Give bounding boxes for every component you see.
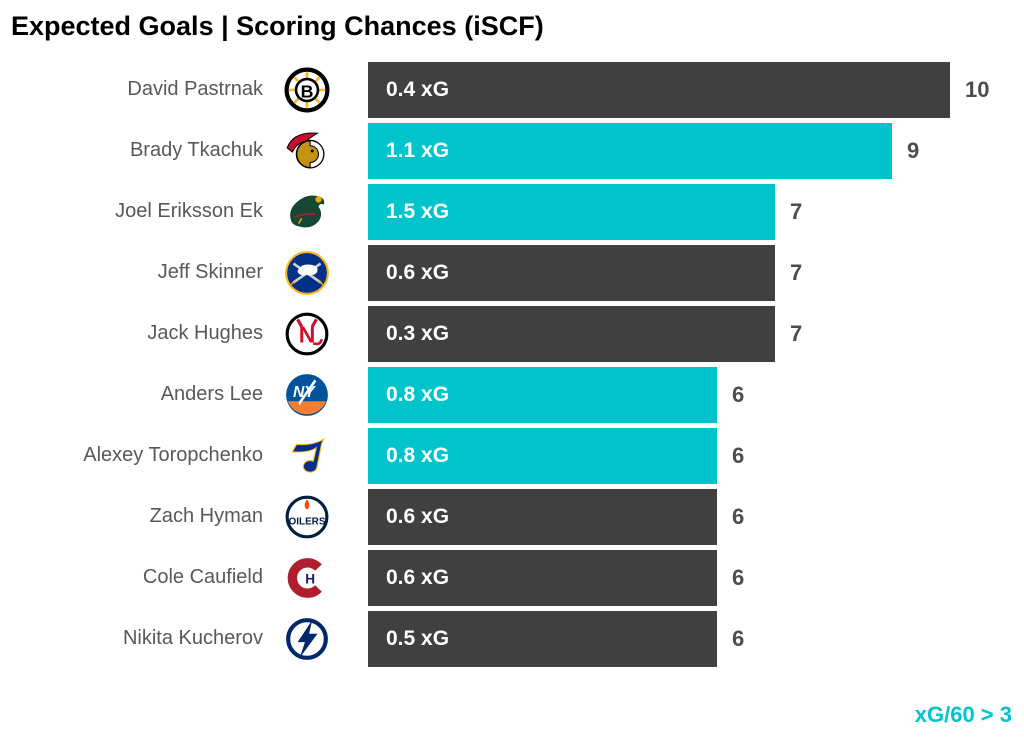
player-row: Alexey Toropchenko 0.8 xG 6 — [0, 425, 1024, 486]
xg-value-label: 0.6 xG — [386, 565, 450, 589]
xg-bar: 0.6 xG — [368, 549, 717, 606]
xg-bar: 0.8 xG — [368, 366, 717, 423]
oilers-logo-icon: OILERS — [283, 493, 331, 541]
player-name: Zach Hyman — [149, 505, 263, 527]
xg-value-label: 0.6 xG — [386, 504, 450, 528]
iscf-count: 6 — [732, 564, 745, 590]
iscf-count: 6 — [732, 442, 745, 468]
player-row: Brady Tkachuk 1.1 xG 9 — [0, 120, 1024, 181]
chart-title: Expected Goals | Scoring Chances (iSCF) — [11, 11, 544, 41]
devils-logo-icon: N — [283, 310, 331, 358]
player-name: Nikita Kucherov — [122, 627, 263, 649]
xg-value-label: 0.5 xG — [386, 626, 450, 650]
xg-bar: 0.8 xG — [368, 427, 717, 484]
svg-text:NY: NY — [293, 384, 316, 401]
wild-logo-icon — [283, 188, 331, 236]
player-name: Joel Eriksson Ek — [115, 200, 263, 222]
player-name: David Pastrnak — [127, 78, 263, 100]
xg-bar: 0.4 xG — [368, 61, 950, 118]
player-name: Jeff Skinner — [157, 261, 263, 283]
player-row: Anders Lee NY 0.8 xG 6 — [0, 364, 1024, 425]
islanders-logo-icon: NY — [283, 371, 331, 419]
iscf-count: 6 — [732, 625, 745, 651]
svg-text:OILERS: OILERS — [289, 516, 326, 527]
iscf-count: 6 — [732, 503, 745, 529]
player-row: Jeff Skinner 0.6 xG 7 — [0, 242, 1024, 303]
player-row: Cole Caufield H 0.6 xG 6 — [0, 547, 1024, 608]
iscf-count: 6 — [732, 381, 745, 407]
xg-value-label: 0.3 xG — [386, 321, 450, 345]
xg-bar: 0.6 xG — [368, 488, 717, 545]
blues-logo-icon — [283, 432, 331, 480]
player-row: Jack Hughes N 0.3 xG 7 — [0, 303, 1024, 364]
player-name: Brady Tkachuk — [129, 139, 263, 161]
xg-bar: 0.6 xG — [368, 244, 775, 301]
svg-text:N: N — [299, 321, 316, 347]
player-row: Zach Hyman OILERS 0.6 xG 6 — [0, 486, 1024, 547]
footer-note: xG/60 > 3 — [914, 702, 1012, 727]
player-name: Cole Caufield — [142, 566, 263, 588]
xg-bar: 1.5 xG — [368, 183, 775, 240]
player-name: Jack Hughes — [147, 322, 263, 344]
iscf-count: 7 — [790, 320, 803, 346]
xg-value-label: 1.5 xG — [386, 199, 450, 223]
xg-value-label: 0.4 xG — [386, 77, 450, 101]
xg-bar: 1.1 xG — [368, 122, 892, 179]
iscf-count: 9 — [907, 137, 920, 163]
player-row: Nikita Kucherov 0.5 xG 6 — [0, 608, 1024, 669]
xg-bar: 0.3 xG — [368, 305, 775, 362]
lightning-logo-icon — [283, 615, 331, 663]
xg-value-label: 0.8 xG — [386, 382, 450, 406]
player-name: Alexey Toropchenko — [83, 444, 263, 466]
player-name: Anders Lee — [160, 383, 263, 405]
xg-value-label: 0.6 xG — [386, 260, 450, 284]
iscf-count: 7 — [790, 198, 803, 224]
iscf-count: 10 — [965, 76, 990, 102]
player-row: Joel Eriksson Ek 1.5 xG 7 — [0, 181, 1024, 242]
bar-chart: David Pastrnak B 0.4 xG 10 Brady Tkachuk — [0, 59, 1024, 669]
sabres-logo-icon — [283, 249, 331, 297]
svg-text:H: H — [305, 571, 315, 586]
senators-logo-icon — [283, 127, 331, 175]
canadiens-logo-icon: H — [283, 554, 331, 602]
player-row: David Pastrnak B 0.4 xG 10 — [0, 59, 1024, 120]
xg-bar: 0.5 xG — [368, 610, 717, 667]
xg-value-label: 1.1 xG — [386, 138, 450, 162]
iscf-count: 7 — [790, 259, 803, 285]
xg-value-label: 0.8 xG — [386, 443, 450, 467]
bruins-logo-icon: B — [283, 66, 331, 114]
svg-text:B: B — [301, 81, 314, 101]
